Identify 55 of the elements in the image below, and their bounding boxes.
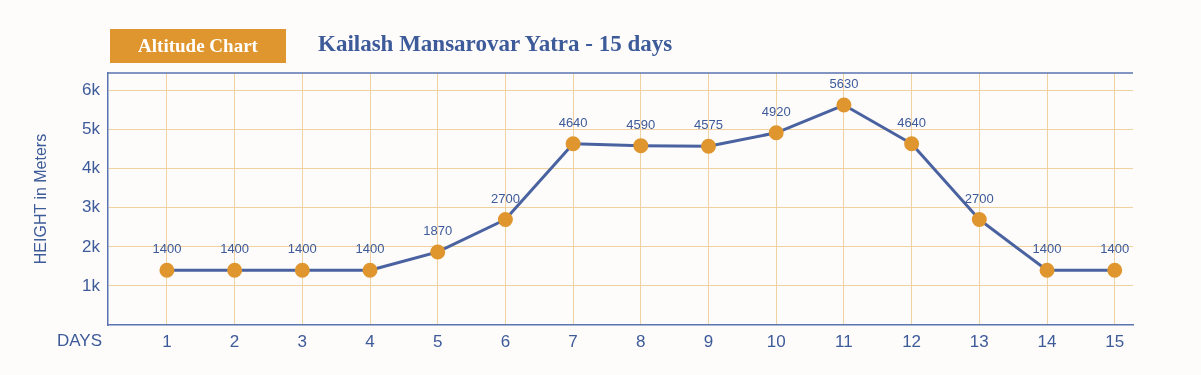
point xyxy=(159,262,175,278)
point xyxy=(971,212,987,228)
data-label: 2700 xyxy=(490,190,520,206)
x-axis-title: DAYS xyxy=(56,330,102,350)
point xyxy=(430,244,446,260)
data-label: 2700 xyxy=(964,190,994,206)
y-tick-label: 2k xyxy=(82,236,101,256)
point xyxy=(227,262,243,278)
point xyxy=(768,125,784,141)
x-tick-label: 10 xyxy=(766,331,786,351)
data-label: 1870 xyxy=(423,223,453,239)
x-tick-label: 12 xyxy=(902,331,922,351)
x-tick-label: 2 xyxy=(229,331,240,351)
point xyxy=(701,138,717,154)
y-tick-label: 1k xyxy=(82,275,101,295)
data-label: 4640 xyxy=(558,114,588,130)
y-tick-label: 6k xyxy=(82,80,101,100)
point xyxy=(1039,262,1055,278)
data-label: 1400 xyxy=(355,241,385,257)
chart-subtitle: Altitude Chart xyxy=(110,29,286,63)
y-tick-label: 4k xyxy=(82,158,101,178)
data-label: 1400 xyxy=(220,241,250,257)
point xyxy=(497,212,513,228)
point xyxy=(362,262,378,278)
x-tick-label: 11 xyxy=(835,331,853,351)
data-label: 5630 xyxy=(829,76,859,92)
data-label: 4590 xyxy=(626,116,656,132)
x-tick-label: 15 xyxy=(1105,331,1125,351)
x-tick-label: 9 xyxy=(703,331,714,351)
y-tick-label: 3k xyxy=(82,197,101,217)
x-tick-label: 13 xyxy=(969,331,989,351)
x-tick-label: 7 xyxy=(568,331,578,351)
data-label: 4575 xyxy=(694,117,723,133)
x-tick-label: 4 xyxy=(365,331,375,351)
data-label: 1400 xyxy=(287,241,317,257)
x-tick-label: 5 xyxy=(432,331,443,351)
x-tick-label: 6 xyxy=(500,331,511,351)
chart-title: Kailash Mansarovar Yatra - 15 days xyxy=(318,31,673,57)
x-tick-label: 8 xyxy=(636,331,646,351)
data-label: 4920 xyxy=(761,103,791,119)
point xyxy=(633,138,649,154)
data-label: 4640 xyxy=(897,114,927,130)
x-tick-label: 1 xyxy=(162,331,172,351)
point xyxy=(836,97,852,113)
data-label: 1400 xyxy=(1100,241,1130,257)
x-tick-label: 14 xyxy=(1037,331,1057,351)
point xyxy=(294,262,310,278)
x-tick-label: 3 xyxy=(297,331,308,351)
y-tick-label: 5k xyxy=(82,119,101,139)
point xyxy=(904,136,920,152)
y-axis-title: HEIGHT in Meters xyxy=(32,133,50,265)
data-label: 1400 xyxy=(1032,241,1062,257)
point xyxy=(565,136,581,152)
data-label: 1400 xyxy=(152,241,182,257)
point xyxy=(1107,262,1123,278)
